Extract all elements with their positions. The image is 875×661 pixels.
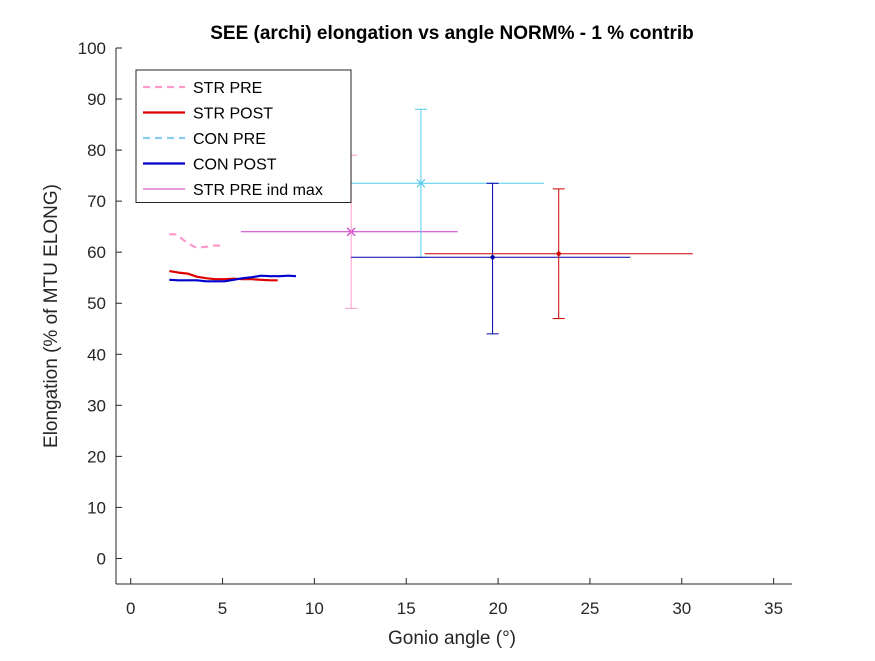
legend-label: CON PRE [193,131,266,148]
error-marker-con-pre-point-b [416,178,426,188]
x-tick-label: 25 [580,599,599,618]
y-tick-label: 60 [87,243,106,262]
y-tick-label: 30 [87,396,106,415]
x-tick-label: 10 [305,599,324,618]
chart-title: SEE (archi) elongation vs angle NORM% - … [210,23,694,44]
y-tick-label: 20 [87,447,106,466]
legend: STR PRE STR POST CON PRE CON POST STR PRE in… [135,69,352,203]
legend-label: CON POST [193,157,277,174]
error-marker-str-post-point [556,251,561,256]
x-tick-label: 15 [397,599,416,618]
y-tick-label: 10 [87,498,106,517]
x-tick-label: 5 [218,599,227,618]
y-tick-label: 40 [87,345,106,364]
y-tick-label: 50 [87,294,106,313]
x-tick-label: 35 [764,599,783,618]
y-axis-label: Elongation (% of MTU ELONG) [41,184,62,448]
legend-label: STR PRE ind max [193,182,323,199]
x-tick-label: 20 [489,599,508,618]
x-tick-label: 30 [672,599,691,618]
y-tick-label: 0 [97,549,106,568]
y-tick-label: 80 [87,141,106,160]
legend-label: STR POST [193,106,273,123]
series-line-con-post [169,274,297,283]
y-tick-label: 90 [87,90,106,109]
series-line-str-post [169,270,278,282]
legend-label: STR PRE [193,80,262,97]
x-axis-label: Gonio angle (°) [388,628,516,649]
legend-box [135,69,352,203]
x-tick-label: 0 [126,599,135,618]
series-line-str-pre [169,233,223,249]
error-marker-con-post-point [490,255,495,260]
y-tick-label: 100 [78,39,106,58]
series-layer [169,233,297,283]
axes: 0 5 10 15 20 25 30 35 0 10 20 30 40 50 60 70 80 90 100 [78,39,792,618]
y-tick-label: 70 [87,192,106,211]
